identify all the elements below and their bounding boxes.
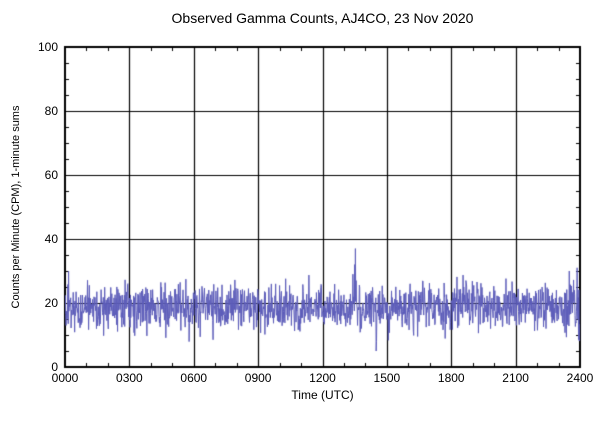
y-tick-label: 60 [44, 168, 58, 182]
y-tick-label: 80 [44, 104, 58, 118]
x-tick-label: 1200 [309, 371, 336, 385]
y-tick-label: 0 [51, 360, 58, 374]
x-tick-label: 0000 [51, 371, 79, 385]
x-tick-label: 0300 [116, 371, 143, 385]
x-tick-label: 0600 [180, 371, 208, 385]
x-tick-label: 1500 [373, 371, 401, 385]
x-axis-label: Time (UTC) [291, 388, 354, 402]
x-tick-label: 1800 [437, 371, 465, 385]
x-tick-label: 2100 [502, 371, 529, 385]
chart-title: Observed Gamma Counts, AJ4CO, 23 Nov 202… [171, 10, 474, 26]
y-tick-label: 40 [44, 232, 58, 246]
x-tick-label: 0900 [244, 371, 272, 385]
y-tick-label: 20 [44, 296, 58, 310]
y-axis-label: Counts per Minute (CPM), 1-minute sums [10, 105, 22, 309]
x-tick-label: 2400 [566, 371, 594, 385]
y-tick-label: 100 [37, 40, 58, 54]
